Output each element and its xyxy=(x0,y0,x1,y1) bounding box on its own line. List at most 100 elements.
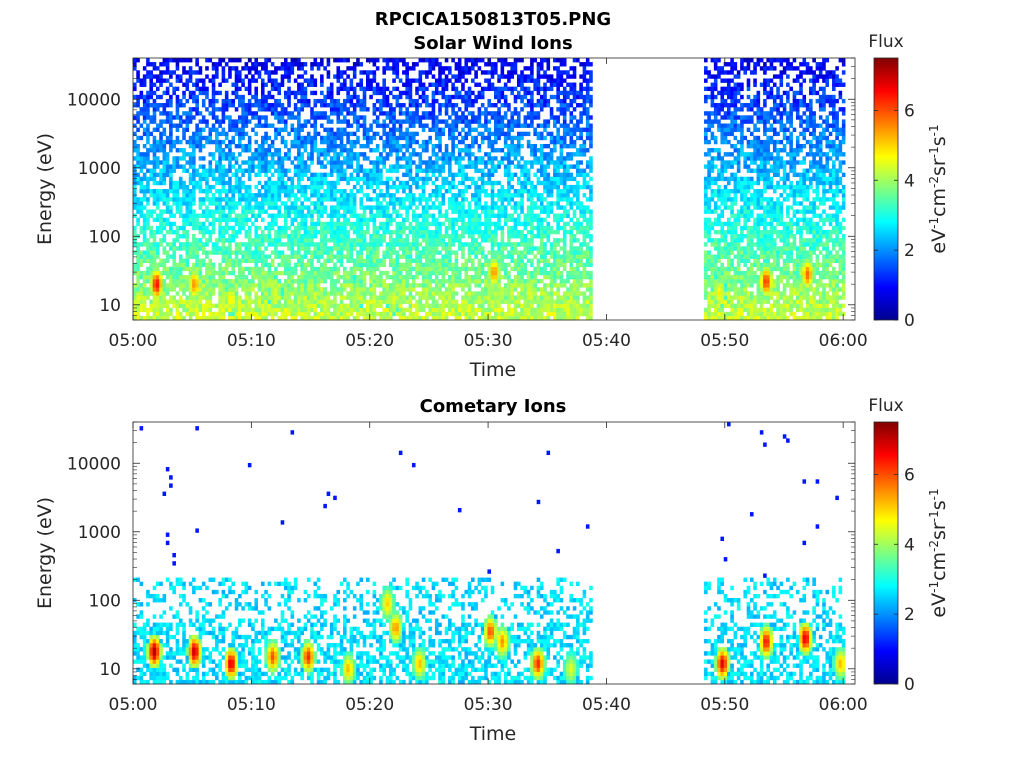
heat-cell xyxy=(359,234,364,239)
heat-cell xyxy=(247,238,252,243)
heat-cell xyxy=(366,78,370,83)
heat-cell xyxy=(188,291,193,296)
heat-cell xyxy=(205,295,209,300)
heat-cell xyxy=(398,213,403,218)
heat-cell xyxy=(323,66,327,71)
heat-cell xyxy=(369,242,373,247)
heat-cell xyxy=(221,74,226,79)
heat-cell xyxy=(480,270,485,276)
heat-cell xyxy=(244,287,249,292)
heat-cell xyxy=(277,184,281,190)
heat-cell xyxy=(398,262,403,268)
heat-cell xyxy=(480,250,485,255)
heat-cell xyxy=(438,62,442,67)
heat-cell xyxy=(297,258,301,263)
heat-cell xyxy=(142,225,147,231)
heat-cell xyxy=(218,139,222,145)
heat-cell xyxy=(402,254,406,259)
heat-cell xyxy=(431,143,436,149)
heat-cell xyxy=(385,189,390,194)
heat-cell xyxy=(313,221,318,227)
heat-cell xyxy=(339,176,344,182)
heat-cell xyxy=(326,160,331,165)
heat-cell xyxy=(339,103,344,108)
heat-cell xyxy=(369,213,373,218)
heat-cell xyxy=(444,303,449,309)
heat-cell xyxy=(418,103,423,108)
heat-cell xyxy=(185,184,190,190)
heat-cell xyxy=(221,184,226,190)
heat-cell xyxy=(402,103,406,108)
heat-cell xyxy=(274,180,278,186)
heat-cell xyxy=(474,82,478,87)
heat-cell xyxy=(372,74,377,79)
heat-cell xyxy=(444,246,449,251)
heat-cell xyxy=(198,262,203,268)
heat-cell xyxy=(405,242,409,247)
heat-cell xyxy=(201,86,206,92)
heat-cell xyxy=(392,217,396,223)
heat-cell xyxy=(457,164,462,169)
heat-cell xyxy=(484,193,488,198)
heat-cell xyxy=(297,90,301,96)
heat-cell xyxy=(297,148,301,153)
heat-cell xyxy=(448,311,452,317)
heat-cell xyxy=(484,107,488,112)
heat-cell xyxy=(366,176,370,182)
heat-cell xyxy=(349,156,354,161)
heat-cell xyxy=(339,107,344,112)
heat-cell xyxy=(306,98,311,104)
heat-cell xyxy=(388,315,393,321)
heat-cell xyxy=(155,189,160,194)
heat-cell xyxy=(356,115,360,120)
heat-cell xyxy=(264,123,268,128)
heat-cell xyxy=(260,62,265,67)
heat-cell xyxy=(211,127,216,132)
heat-cell xyxy=(490,234,495,239)
heat-cell xyxy=(310,176,314,182)
heat-cell xyxy=(254,197,259,202)
heat-cell xyxy=(461,176,465,182)
heat-cell xyxy=(280,254,285,259)
heat-cell xyxy=(303,246,308,251)
heat-cell xyxy=(329,90,334,96)
heat-cell xyxy=(490,143,495,149)
heat-cell xyxy=(461,201,465,206)
heat-cell xyxy=(375,168,380,173)
heat-cell xyxy=(274,160,278,165)
heat-cell xyxy=(162,168,167,173)
heat-cell xyxy=(182,111,186,116)
heat-cell xyxy=(136,209,140,214)
heat-cell xyxy=(349,213,354,218)
heat-cell xyxy=(195,111,199,116)
heat-cell xyxy=(133,295,137,300)
heat-cell xyxy=(448,164,452,169)
heat-cell xyxy=(362,115,367,120)
heat-cell xyxy=(388,90,393,96)
heat-cell xyxy=(133,287,137,292)
heat-cell xyxy=(257,70,262,75)
heat-cell xyxy=(349,307,354,313)
heat-cell xyxy=(244,303,249,309)
heat-cell xyxy=(260,299,265,304)
heat-cell xyxy=(385,135,390,141)
heat-cell xyxy=(392,111,396,116)
heat-cell xyxy=(221,287,226,292)
heat-cell xyxy=(395,152,400,157)
heat-cell xyxy=(260,270,265,276)
heat-cell xyxy=(303,197,308,202)
heat-cell xyxy=(438,295,442,300)
heat-cell xyxy=(343,82,347,87)
heat-cell xyxy=(333,287,337,292)
heat-cell xyxy=(408,184,413,190)
heat-cell xyxy=(201,103,206,108)
heat-cell xyxy=(448,291,452,296)
heat-cell xyxy=(155,250,160,255)
heat-cell xyxy=(270,184,275,190)
heat-cell xyxy=(490,229,495,235)
heat-cell xyxy=(349,274,354,280)
heat-cell xyxy=(392,94,396,100)
heat-cell xyxy=(142,217,147,223)
heat-cell xyxy=(336,127,341,132)
heat-cell xyxy=(382,66,386,71)
